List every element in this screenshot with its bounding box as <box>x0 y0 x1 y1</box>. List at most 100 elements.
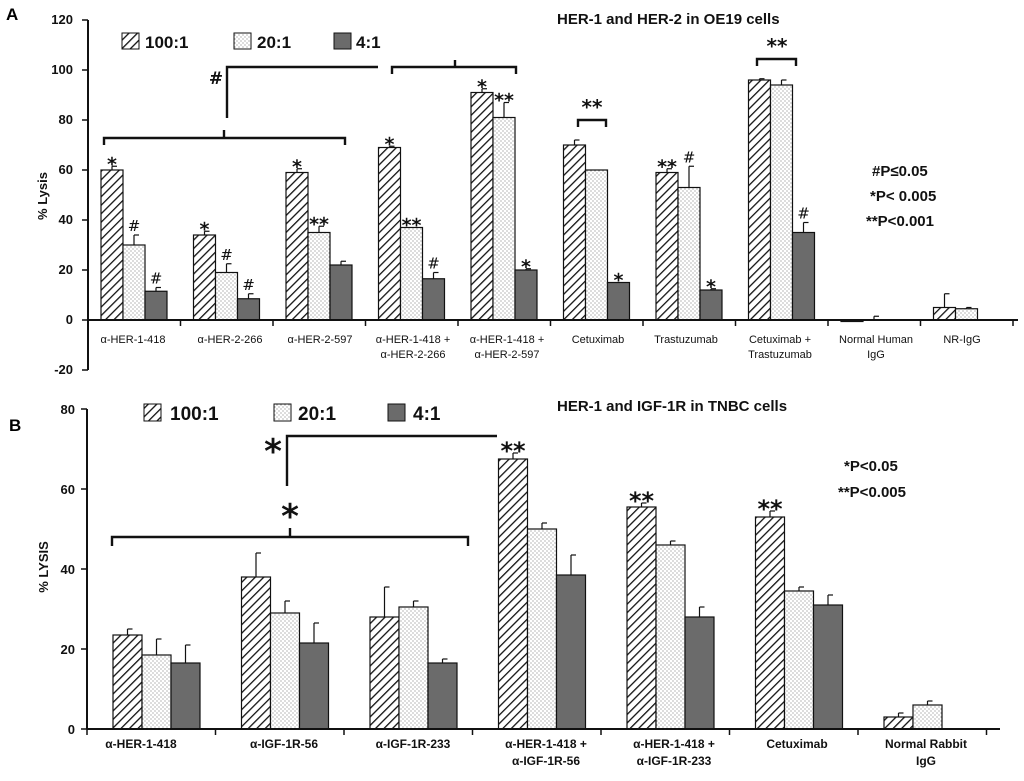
significance-mark: * <box>385 133 395 155</box>
bracket-label: ** <box>582 95 603 119</box>
panel-b: B HER-1 and IGF-1R in TNBC cells 100:1 2… <box>9 398 1000 768</box>
bracket-group-1-3 <box>102 136 347 145</box>
legend-label-4-1: 4:1 <box>356 33 381 52</box>
legend-swatch-4-1 <box>333 32 352 50</box>
y-tick-label: 20 <box>61 642 75 657</box>
legend-a: 100:1 20:1 4:1 <box>121 32 381 52</box>
bar-20-1 <box>214 271 239 321</box>
legend-swatch-100-1 <box>121 32 140 50</box>
legend-swatch-20-1 <box>233 32 252 50</box>
x-tick-label: α-HER-2-266 <box>380 349 445 361</box>
bracket-label: * <box>264 432 282 472</box>
significance-mark: ** <box>402 215 422 237</box>
bar-4-1 <box>812 604 844 730</box>
y-tick-label: 40 <box>61 562 75 577</box>
x-tick-label: α-HER-1-418 + <box>505 737 587 751</box>
bar-100-1 <box>377 146 402 321</box>
x-tick-label: α-HER-1-418 <box>100 334 165 346</box>
significance-mark: * <box>292 156 302 178</box>
legend-label-100-1: 100:1 <box>170 404 219 425</box>
axes-a <box>82 19 1018 371</box>
bar-20-1 <box>655 544 686 730</box>
axes-b <box>81 408 1000 735</box>
panel-label-b: B <box>9 416 21 435</box>
x-tick-label: Normal Rabbit <box>885 737 967 751</box>
bar-100-1 <box>883 716 914 730</box>
bar-100-1 <box>626 506 657 730</box>
legend-swatch-100-1 <box>143 403 162 422</box>
y-tick-label: 100 <box>51 62 73 77</box>
bar-100-1 <box>655 171 679 321</box>
y-tick-label: -20 <box>54 362 73 377</box>
significance-mark: * <box>200 218 210 240</box>
y-axis-label-a: % Lysis <box>35 172 50 220</box>
significance-mark: ** <box>309 213 329 235</box>
y-tick-label: 80 <box>61 402 75 417</box>
x-tick-label: IgG <box>867 349 885 361</box>
bracket-group-1-3 <box>110 535 470 546</box>
bracket-label: ** <box>767 34 788 58</box>
x-tick-label: α-HER-1-418 + <box>376 334 451 346</box>
significance-mark: ** <box>657 156 677 178</box>
x-tick-labels-a: α-HER-1-418 α-HER-2-266 α-HER-2-597 α-HE… <box>100 334 980 361</box>
bar-20-1 <box>269 612 301 730</box>
y-ticks-a: -20 0 20 40 60 80 100 120 <box>51 12 73 377</box>
x-tick-label: α-HER-2-597 <box>287 334 352 346</box>
bar-20-1 <box>783 590 815 730</box>
x-tick-label: NR-IgG <box>943 334 980 346</box>
y-tick-label: 40 <box>59 212 73 227</box>
legend-swatch-20-1 <box>273 403 292 422</box>
bar-20-1 <box>912 704 943 730</box>
y-tick-label: 0 <box>68 722 75 737</box>
y-tick-label: 80 <box>59 112 73 127</box>
significance-brackets-a <box>102 57 798 145</box>
significance-mark: ** <box>494 90 514 112</box>
bracket-connector <box>225 65 378 118</box>
bracket-label: # <box>209 69 223 89</box>
x-tick-label: Cetuximab <box>572 334 625 346</box>
x-tick-label: α-HER-2-597 <box>474 349 539 361</box>
bracket-cetuximab <box>576 118 608 127</box>
pvalue-legend-b: *P<0.05 **P<0.005 <box>838 458 906 501</box>
bar-100-1 <box>497 458 529 730</box>
y-tick-label: 60 <box>61 482 75 497</box>
legend-swatch-4-1 <box>387 403 406 422</box>
bracket-label: * <box>281 497 299 537</box>
bar-20-1 <box>584 169 609 321</box>
x-tick-label: α-HER-1-418 <box>105 737 177 751</box>
significance-mark: * <box>614 270 624 292</box>
significance-mark: * <box>706 276 716 298</box>
bar-20-1 <box>307 231 331 321</box>
bar-4-1 <box>170 662 201 730</box>
bar-20-1 <box>526 528 558 730</box>
bar-100-1 <box>932 306 957 321</box>
bar-20-1 <box>677 186 701 321</box>
bar-100-1 <box>112 634 143 730</box>
x-tick-label: Trastuzumab <box>748 349 812 361</box>
x-tick-label: Trastuzumab <box>654 334 718 346</box>
bar-20-1 <box>954 308 979 321</box>
bar-4-1 <box>555 574 587 730</box>
chart-title-b: HER-1 and IGF-1R in TNBC cells <box>557 398 787 415</box>
x-tick-label: α-HER-1-418 + <box>633 737 715 751</box>
bars-b: ** ** ** <box>112 437 943 730</box>
y-axis-label-b: % LYSIS <box>36 541 51 593</box>
y-tick-label: 20 <box>59 262 73 277</box>
x-tick-label: Normal Human <box>839 334 913 346</box>
pvalue-text: *P<0.05 <box>844 458 898 475</box>
pvalue-text: **P<0.001 <box>866 213 934 230</box>
chart-title-a: HER-1 and HER-2 in OE19 cells <box>557 11 780 28</box>
bar-20-1 <box>492 116 516 321</box>
legend-label-4-1: 4:1 <box>413 404 441 425</box>
bracket-connector <box>285 434 497 486</box>
significance-mark: # <box>427 255 440 273</box>
bar-4-1 <box>421 278 446 321</box>
bar-20-1 <box>398 606 429 730</box>
significance-mark: # <box>683 148 696 166</box>
bars-a: *******##** ****## ## ** *# <box>100 76 979 323</box>
bar-20-1 <box>769 84 794 321</box>
significance-mark: # <box>150 270 163 288</box>
bar-100-1 <box>285 171 309 321</box>
significance-mark: ** <box>500 437 526 465</box>
